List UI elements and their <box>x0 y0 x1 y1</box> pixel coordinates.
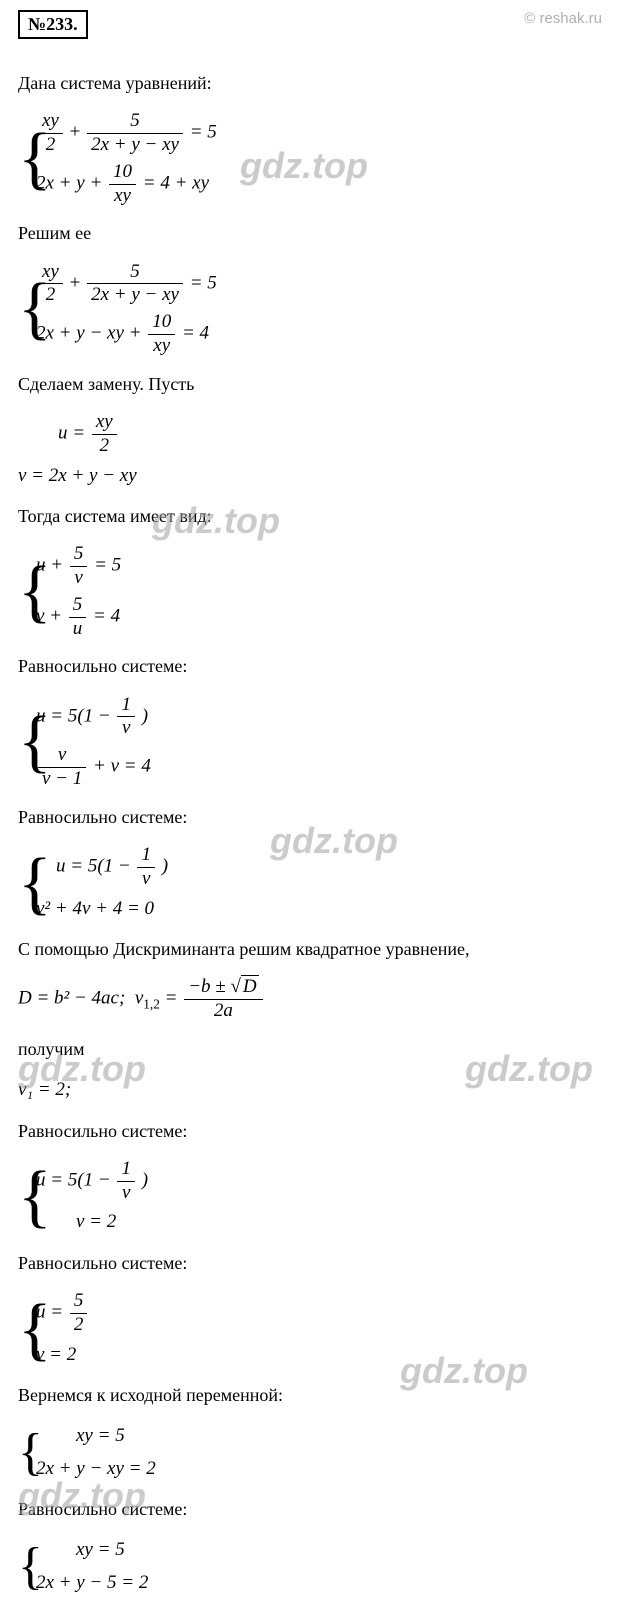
substitute-text: Сделаем замену. Пусть <box>18 372 602 397</box>
problem-number: №233. <box>18 10 88 39</box>
brace-icon: { <box>18 844 32 923</box>
eq-line: u + 5v = 5 <box>36 543 602 590</box>
eq-line: 2x + y + 10xy = 4 + xy <box>36 161 602 208</box>
sub-u: u = xy2 <box>18 411 602 458</box>
brace-icon: { <box>18 1422 32 1483</box>
eq-line: v = 2 <box>36 1208 602 1237</box>
system-9: { xy = 5 2x + y − xy = 2 <box>18 1422 602 1483</box>
back-text: Вернемся к исходной переменной: <box>18 1383 602 1408</box>
system-3: { u + 5v = 5 v + 5u = 4 <box>18 543 602 640</box>
eq-line: xy2 + 52x + y − xy = 5 <box>36 110 602 157</box>
site-credit: © reshak.ru <box>524 10 602 27</box>
system-10: { xy = 5 2x + y − 5 = 2 <box>18 1536 602 1597</box>
brace-icon: { <box>18 1290 32 1369</box>
sub-v: v = 2x + y − xy <box>18 462 602 491</box>
eq-line: u = 5(1 − 1v ) <box>36 844 602 891</box>
equiv-text: Равносильно системе: <box>18 654 602 679</box>
eq-line: 2x + y − 5 = 2 <box>36 1569 602 1598</box>
equiv-text: Равносильно системе: <box>18 1497 602 1522</box>
intro-text: Дана система уравнений: <box>18 71 602 96</box>
equiv-text: Равносильно системе: <box>18 805 602 830</box>
eq-line: xy = 5 <box>36 1422 602 1451</box>
system-2: { xy2 + 52x + y − xy = 5 2x + y − xy + 1… <box>18 261 602 358</box>
eq-line: 2x + y − xy = 2 <box>36 1455 602 1484</box>
system-4: { u = 5(1 − 1v ) vv − 1 + v = 4 <box>18 694 602 791</box>
v1-result: v₁ = 2; <box>18 1076 602 1105</box>
brace-icon: { <box>18 694 32 791</box>
brace-icon: { <box>18 1536 32 1597</box>
eq-line: xy2 + 52x + y − xy = 5 <box>36 261 602 308</box>
then-text: Тогда система имеет вид: <box>18 504 602 529</box>
brace-icon: { <box>18 1158 32 1237</box>
discriminant-text: С помощью Дискриминанта решим квадратное… <box>18 937 602 962</box>
equiv-text: Равносильно системе: <box>18 1119 602 1144</box>
eq-line: u = 5(1 − 1v ) <box>36 1158 602 1205</box>
brace-icon: { <box>18 261 32 358</box>
eq-line: v + 5u = 4 <box>36 594 602 641</box>
brace-icon: { <box>18 110 32 207</box>
system-8: { u = 52 v = 2 <box>18 1290 602 1369</box>
eq-line: v = 2 <box>36 1341 602 1370</box>
system-1: { xy2 + 52x + y − xy = 5 2x + y + 10xy =… <box>18 110 602 207</box>
solve-text: Решим ее <box>18 221 602 246</box>
eq-line: 2x + y − xy + 10xy = 4 <box>36 311 602 358</box>
eq-line: xy = 5 <box>36 1536 602 1565</box>
eq-line: vv − 1 + v = 4 <box>36 744 602 791</box>
eq-line: u = 52 <box>36 1290 602 1337</box>
brace-icon: { <box>18 543 32 640</box>
eq-line: u = 5(1 − 1v ) <box>36 694 602 741</box>
discriminant-formula: D = b² − 4ac; v1,2 = −b ± D 2a <box>18 976 602 1023</box>
get-text: получим <box>18 1037 602 1062</box>
system-5: { u = 5(1 − 1v ) v² + 4v + 4 = 0 <box>18 844 602 923</box>
eq-line: v² + 4v + 4 = 0 <box>36 895 602 924</box>
equiv-text: Равносильно системе: <box>18 1251 602 1276</box>
system-7: { u = 5(1 − 1v ) v = 2 <box>18 1158 602 1237</box>
